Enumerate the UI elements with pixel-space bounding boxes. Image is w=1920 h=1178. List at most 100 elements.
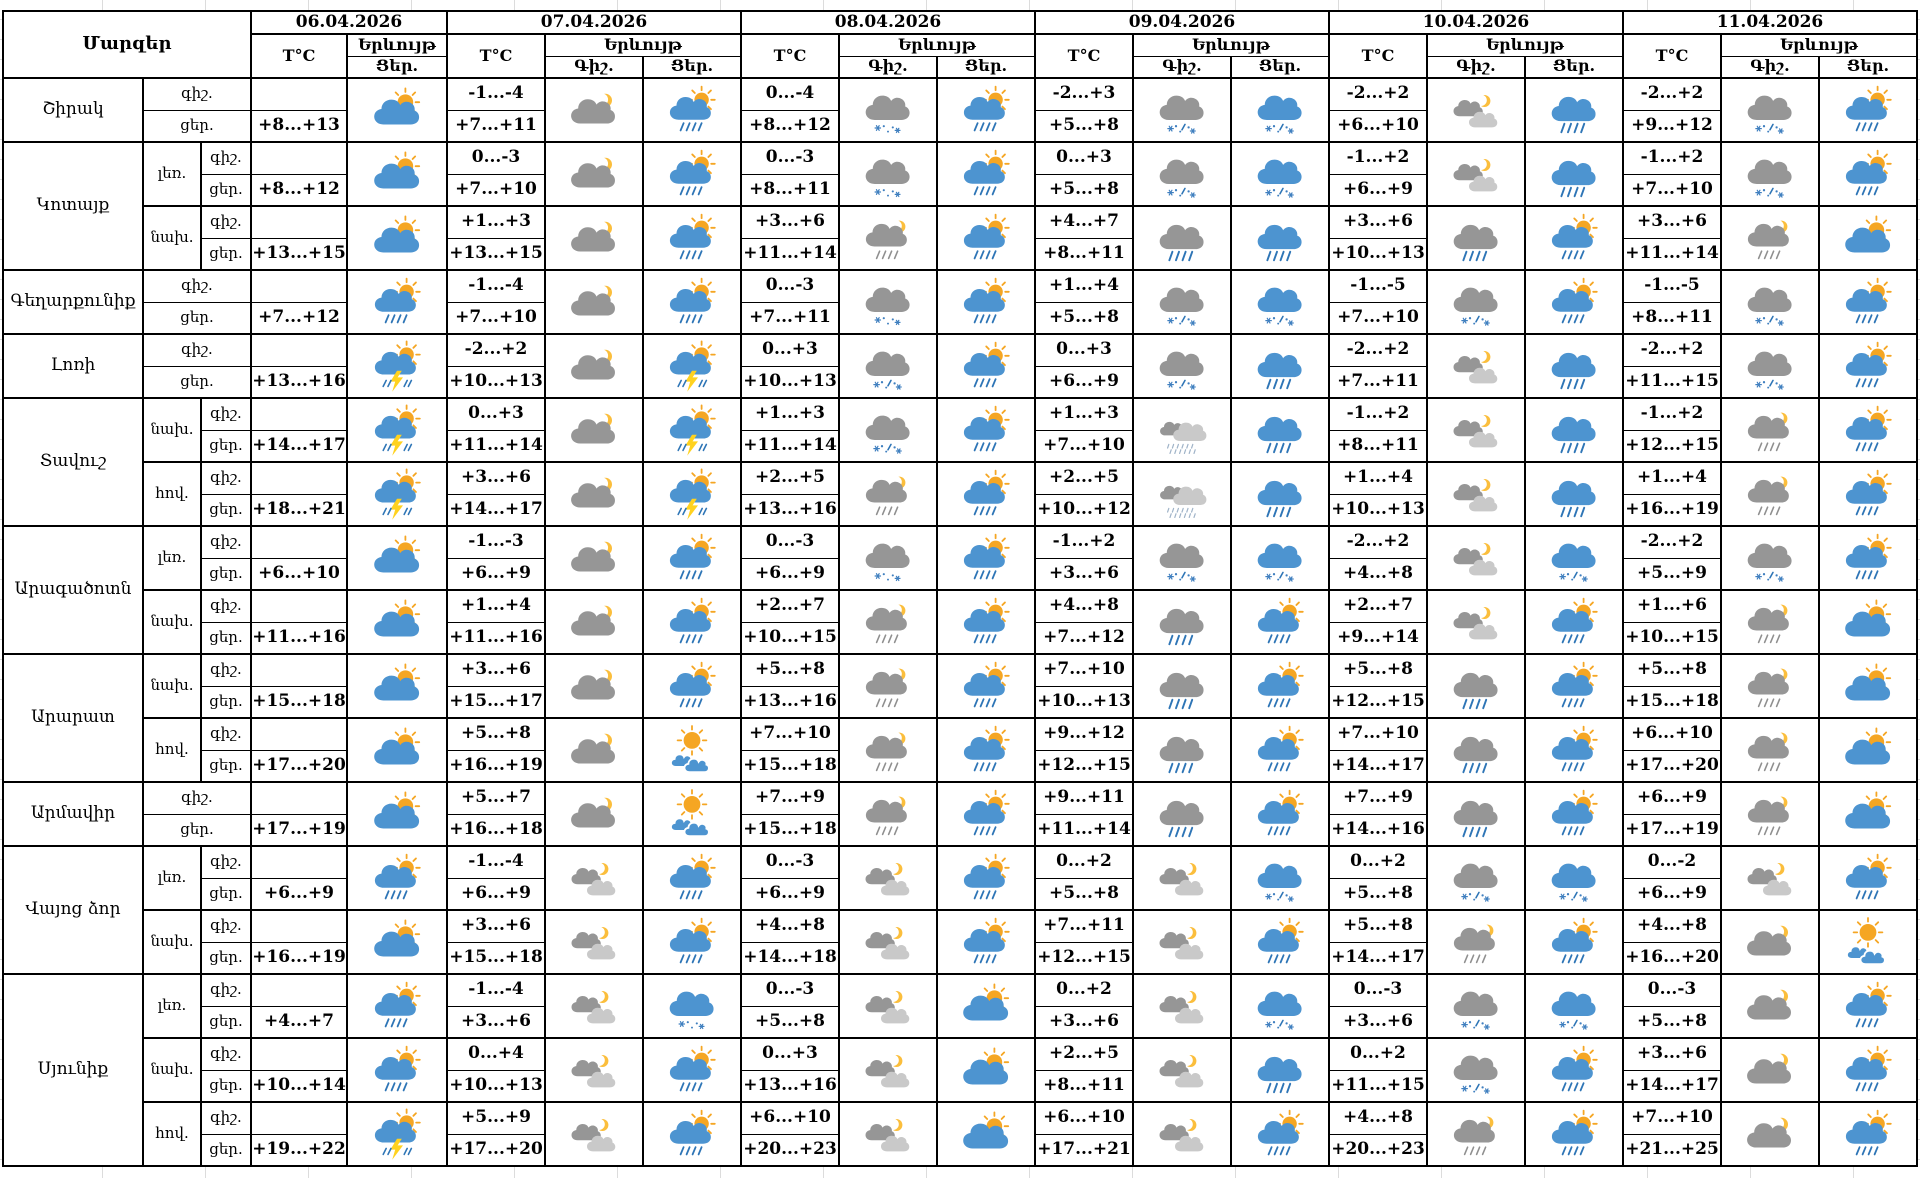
temp-range-cell[interactable]: +15...+18 bbox=[250, 685, 348, 719]
weather-icon-cell[interactable] bbox=[936, 141, 1036, 207]
temp-range-cell[interactable]: +10...+13 bbox=[1328, 237, 1428, 271]
weather-icon-cell[interactable] bbox=[1524, 909, 1624, 975]
temp-range-cell[interactable]: +14...+18 bbox=[740, 941, 840, 975]
weather-icon-cell[interactable] bbox=[642, 333, 742, 399]
temp-range-cell[interactable]: +15...+18 bbox=[740, 749, 840, 783]
subregion-label[interactable]: լեռ. bbox=[142, 973, 202, 1039]
weather-icon-cell[interactable] bbox=[1426, 845, 1526, 911]
weather-icon-cell[interactable] bbox=[1524, 845, 1624, 911]
temp-range-cell[interactable]: +7...+9 bbox=[1328, 781, 1428, 815]
temp-range-cell[interactable]: +1...+4 bbox=[1034, 269, 1134, 303]
weather-icon-cell[interactable] bbox=[838, 653, 938, 719]
day-row-label[interactable]: ցեր. bbox=[200, 493, 252, 527]
temp-range-cell[interactable]: +1...+3 bbox=[446, 205, 546, 239]
temp-range-cell[interactable]: +1...+6 bbox=[1622, 589, 1722, 623]
temp-range-cell[interactable] bbox=[250, 781, 348, 815]
day-subheader[interactable]: Ցեր. bbox=[1524, 55, 1624, 79]
weather-icon-cell[interactable] bbox=[1524, 269, 1624, 335]
weather-icon-cell[interactable] bbox=[346, 845, 448, 911]
temp-range-cell[interactable]: -1...-4 bbox=[446, 77, 546, 111]
weather-icon-cell[interactable] bbox=[838, 781, 938, 847]
weather-icon-cell[interactable] bbox=[1230, 525, 1330, 591]
temp-range-cell[interactable]: +2...+7 bbox=[1328, 589, 1428, 623]
day-row-label[interactable]: ցեր. bbox=[200, 557, 252, 591]
weather-icon-cell[interactable] bbox=[936, 333, 1036, 399]
phenomenon-header[interactable]: Երևույթ bbox=[346, 33, 448, 57]
weather-icon-cell[interactable] bbox=[642, 973, 742, 1039]
temp-range-cell[interactable]: +4...+8 bbox=[740, 909, 840, 943]
temp-range-cell[interactable]: +10...+15 bbox=[1622, 621, 1722, 655]
temp-range-cell[interactable]: +6...+9 bbox=[1034, 365, 1134, 399]
temp-range-cell[interactable]: +20...+23 bbox=[1328, 1133, 1428, 1167]
weather-icon-cell[interactable] bbox=[1720, 269, 1820, 335]
temp-range-cell[interactable]: 0...-3 bbox=[740, 973, 840, 1007]
temp-range-cell[interactable]: +11...+14 bbox=[1034, 813, 1134, 847]
weather-icon-cell[interactable] bbox=[1524, 525, 1624, 591]
weather-icon-cell[interactable] bbox=[1818, 333, 1918, 399]
weather-icon-cell[interactable] bbox=[1230, 77, 1330, 143]
date-header[interactable]: 11.04.2026 bbox=[1622, 10, 1918, 35]
temp-range-cell[interactable]: +11...+15 bbox=[1622, 365, 1722, 399]
temp-range-cell[interactable]: +8...+13 bbox=[250, 109, 348, 143]
temp-range-cell[interactable]: +12...+15 bbox=[1328, 685, 1428, 719]
weather-icon-cell[interactable] bbox=[642, 589, 742, 655]
temp-range-cell[interactable]: +5...+8 bbox=[1328, 909, 1428, 943]
weather-icon-cell[interactable] bbox=[544, 77, 644, 143]
region-label[interactable]: Արմավիր bbox=[2, 781, 144, 847]
weather-icon-cell[interactable] bbox=[1132, 205, 1232, 271]
region-label[interactable]: Արագածոտն bbox=[2, 525, 144, 655]
weather-icon-cell[interactable] bbox=[1426, 653, 1526, 719]
region-label[interactable]: Շիրակ bbox=[2, 77, 144, 143]
temp-range-cell[interactable]: +5...+8 bbox=[1034, 877, 1134, 911]
weather-icon-cell[interactable] bbox=[1818, 1037, 1918, 1103]
temp-range-cell[interactable]: +13...+16 bbox=[740, 1069, 840, 1103]
temp-range-cell[interactable]: +7...+11 bbox=[446, 109, 546, 143]
temp-range-cell[interactable]: +10...+13 bbox=[446, 1069, 546, 1103]
night-row-label[interactable]: գիշ. bbox=[142, 77, 252, 111]
temp-range-cell[interactable]: +5...+8 bbox=[1034, 301, 1134, 335]
weather-icon-cell[interactable] bbox=[1818, 141, 1918, 207]
weather-icon-cell[interactable] bbox=[1230, 653, 1330, 719]
temp-range-cell[interactable]: +10...+13 bbox=[446, 365, 546, 399]
weather-icon-cell[interactable] bbox=[1818, 717, 1918, 783]
weather-icon-cell[interactable] bbox=[1132, 1037, 1232, 1103]
subregion-label[interactable]: հով. bbox=[142, 1101, 202, 1167]
temp-range-cell[interactable]: -1...-4 bbox=[446, 973, 546, 1007]
weather-icon-cell[interactable] bbox=[1720, 781, 1820, 847]
weather-icon-cell[interactable] bbox=[346, 269, 448, 335]
weather-icon-cell[interactable] bbox=[1524, 77, 1624, 143]
temp-range-cell[interactable]: +12...+15 bbox=[1034, 749, 1134, 783]
subregion-label[interactable]: նախ. bbox=[142, 653, 202, 719]
temp-range-cell[interactable]: 0...+3 bbox=[1034, 333, 1134, 367]
weather-icon-cell[interactable] bbox=[1132, 909, 1232, 975]
weather-icon-cell[interactable] bbox=[1720, 653, 1820, 719]
temp-range-cell[interactable]: +2...+5 bbox=[740, 461, 840, 495]
day-subheader[interactable]: Ցեր. bbox=[346, 55, 448, 79]
weather-icon-cell[interactable] bbox=[1230, 589, 1330, 655]
weather-icon-cell[interactable] bbox=[936, 461, 1036, 527]
weather-icon-cell[interactable] bbox=[1720, 333, 1820, 399]
weather-icon-cell[interactable] bbox=[544, 1037, 644, 1103]
temp-range-cell[interactable]: +5...+8 bbox=[446, 717, 546, 751]
temp-range-cell[interactable]: +4...+8 bbox=[1328, 557, 1428, 591]
weather-icon-cell[interactable] bbox=[1132, 653, 1232, 719]
weather-icon-cell[interactable] bbox=[936, 589, 1036, 655]
temp-range-cell[interactable]: +2...+7 bbox=[740, 589, 840, 623]
temp-range-cell[interactable]: +16...+19 bbox=[446, 749, 546, 783]
night-row-label[interactable]: գիշ. bbox=[200, 1101, 252, 1135]
night-row-label[interactable]: գիշ. bbox=[142, 269, 252, 303]
weather-icon-cell[interactable] bbox=[1720, 1037, 1820, 1103]
temp-range-cell[interactable]: 0...+3 bbox=[740, 1037, 840, 1071]
temp-range-cell[interactable]: +7...+10 bbox=[1622, 173, 1722, 207]
day-row-label[interactable]: ցեր. bbox=[200, 621, 252, 655]
date-header[interactable]: 07.04.2026 bbox=[446, 10, 742, 35]
temp-range-cell[interactable]: +15...+18 bbox=[1622, 685, 1722, 719]
weather-icon-cell[interactable] bbox=[838, 1101, 938, 1167]
temp-range-cell[interactable]: +5...+8 bbox=[1034, 173, 1134, 207]
weather-icon-cell[interactable] bbox=[1720, 397, 1820, 463]
temp-range-cell[interactable]: +14...+17 bbox=[446, 493, 546, 527]
weather-icon-cell[interactable] bbox=[346, 141, 448, 207]
weather-icon-cell[interactable] bbox=[1426, 1101, 1526, 1167]
weather-icon-cell[interactable] bbox=[1426, 77, 1526, 143]
temp-range-cell[interactable]: +3...+6 bbox=[740, 205, 840, 239]
